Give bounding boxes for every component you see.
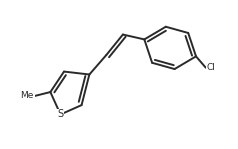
Text: Me: Me (20, 91, 34, 100)
Text: S: S (57, 110, 64, 119)
Text: Cl: Cl (207, 63, 216, 72)
